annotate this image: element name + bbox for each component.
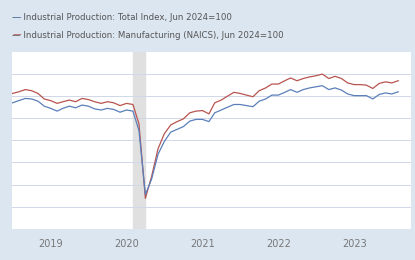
Bar: [133, 52, 145, 229]
Text: —: —: [12, 13, 21, 22]
Text: — Industrial Production: Manufacturing (NAICS), Jun 2024=100: — Industrial Production: Manufacturing (…: [12, 31, 284, 40]
Text: —: —: [12, 31, 21, 40]
Text: — Industrial Production: Total Index, Jun 2024=100: — Industrial Production: Total Index, Ju…: [12, 13, 232, 22]
